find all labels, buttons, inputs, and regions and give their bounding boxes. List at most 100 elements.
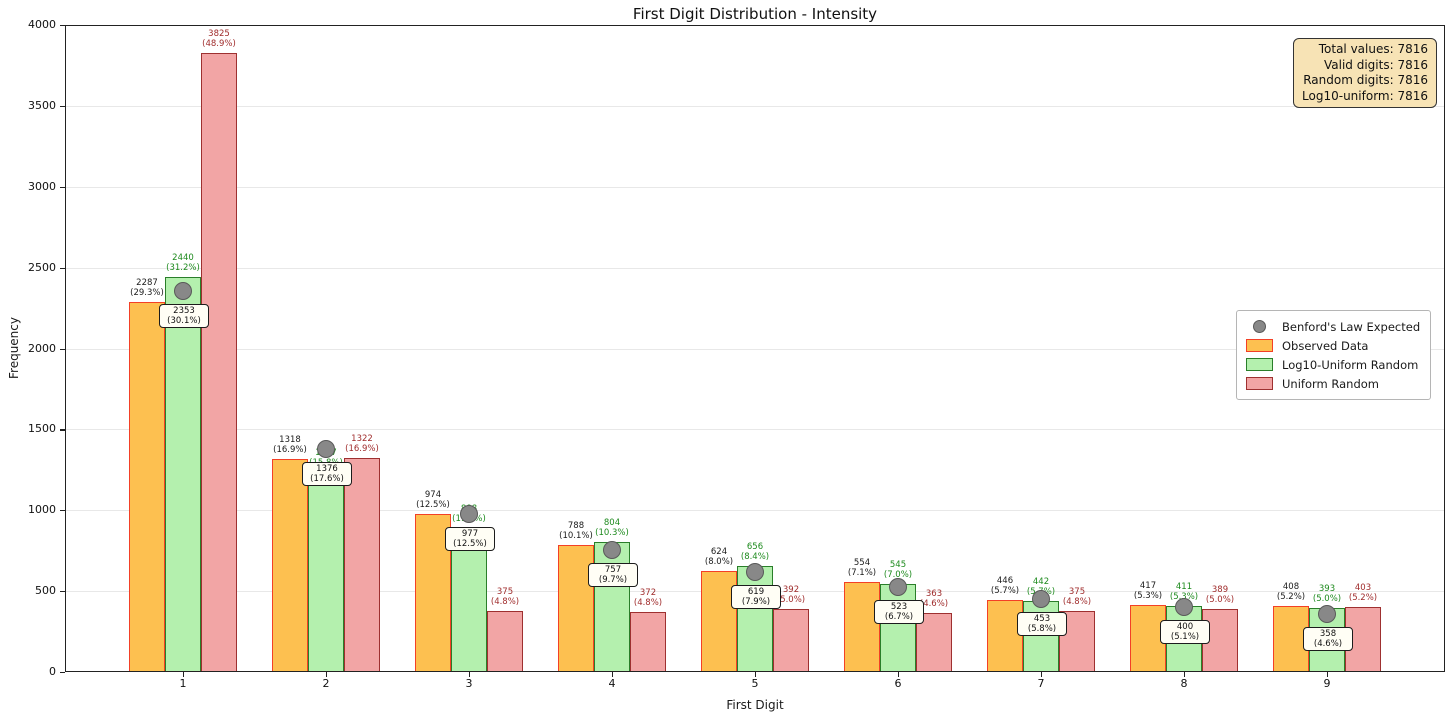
x-tick-label: 2 [322,677,330,690]
bar-value-label: 392 (5.0%) [776,584,806,605]
y-tick-mark [60,429,65,431]
bar-value-label: 375 (4.8%) [490,587,520,608]
x-tick-label: 4 [608,677,616,690]
bar-value-label: 804 (10.3%) [595,517,629,538]
legend-item-observed: Observed Data [1245,336,1420,355]
benford-expected-dot [1175,598,1193,617]
y-tick-mark [60,348,65,350]
y-tick-mark [60,510,65,512]
bar-value-label: 2440 (31.2%) [166,253,200,274]
x-tick-mark [898,672,900,677]
benford-expected-label: 619 (7.9%) [731,584,781,609]
y-tick-label: 0 [49,665,56,678]
x-tick-label: 7 [1037,677,1045,690]
pink-swatch-icon [1245,377,1273,390]
bar-value-label: 624 (8.0%) [704,547,734,568]
bar-value-label: 417 (5.3%) [1133,580,1163,601]
benford-expected-label: 358 (4.6%) [1303,627,1353,652]
benford-expected-dot [460,504,478,523]
gray-circle-icon [1252,320,1266,333]
benford-expected-label: 977 (12.5%) [445,526,495,551]
grid-line [65,348,1445,350]
bar-value-label: 408 (5.2%) [1276,582,1306,602]
y-tick-label: 1500 [28,422,56,436]
x-axis-label: First Digit [726,698,784,712]
grid-line [65,186,1445,188]
bar-uniform-random [201,53,237,672]
bar-value-label: 656 (8.4%) [740,541,770,562]
x-tick-label: 1 [179,677,187,690]
bar-uniform-random [630,611,666,672]
grid-line [65,267,1445,269]
y-tick-label: 2000 [28,341,56,355]
x-tick-label: 6 [894,677,902,690]
y-tick-label: 4000 [28,18,56,31]
bar-uniform-random [344,458,380,672]
grid-line [65,105,1445,107]
plot-area: 2287 (29.3%) 1318 (16.9%) 974 (12.5%) 788 (10.1… [65,25,1445,672]
benford-expected-label: 2353 (30.1%) [159,304,209,329]
bar-log10-uniform-random [737,565,773,672]
chart-title: First Digit Distribution - Intensity [632,5,878,23]
x-tick-mark [1041,672,1043,677]
bar-value-label: 974 (12.5%) [416,490,450,511]
y-tick-label: 3000 [28,179,56,193]
bar-value-label: 1322 (16.9%) [345,434,379,455]
x-tick-mark [469,672,471,677]
bar-value-label: 554 (7.1%) [847,558,877,579]
bar-log10-uniform-random [451,528,487,672]
green-swatch-icon [1245,358,1273,371]
benford-expected-dot [1318,605,1336,624]
x-tick-mark [326,672,328,677]
bar-value-label: 375 (4.8%) [1062,587,1092,608]
x-tick-mark [755,672,757,677]
legend-item-benford: Benford's Law Expected [1245,317,1420,336]
benford-expected-label: 757 (9.7%) [588,562,638,587]
y-tick-mark [60,591,65,593]
x-tick-mark [612,672,614,677]
x-tick-label: 9 [1323,677,1331,690]
benford-expected-label: 523 (6.7%) [874,600,924,625]
legend-label: Benford's Law Expected [1282,319,1421,334]
benford-expected-dot [317,440,335,459]
bar-value-label: 545 (7.0%) [883,559,913,580]
bar-value-label: 393 (5.0%) [1312,584,1342,605]
bar-value-label: 363 (4.6%) [919,589,949,610]
benford-expected-dot [174,282,192,301]
y-tick-mark [60,186,65,188]
legend-item-log10: Log10-Uniform Random [1245,355,1420,374]
y-tick-mark [60,105,65,108]
y-tick-mark [60,267,65,269]
y-tick-label: 3500 [28,98,56,112]
legend-label: Log10-Uniform Random [1282,357,1419,372]
y-tick-label: 2500 [28,260,56,274]
y-tick-mark [60,672,65,674]
x-tick-label: 3 [465,677,473,690]
x-tick-mark [1184,672,1186,677]
x-tick-mark [183,672,185,677]
y-tick-label: 500 [35,584,56,598]
stats-line-valid: Valid digits: 7816 [1324,57,1428,72]
bar-log10-uniform-random [880,583,916,672]
legend: Benford's Law Expected Observed Data Log… [1236,310,1432,400]
benford-expected-label: 453 (5.8%) [1017,611,1067,636]
bar-uniform-random [487,611,523,672]
stats-line-log10: Log10-uniform: 7816 [1302,88,1428,103]
stats-line-random: Random digits: 7816 [1303,73,1428,87]
legend-item-uniform: Uniform Random [1245,374,1420,393]
x-tick-label: 5 [751,677,759,690]
benford-expected-label: 1376 (17.6%) [302,462,352,487]
bar-observed-data [272,458,308,672]
legend-label: Uniform Random [1282,376,1379,391]
y-tick-mark [60,25,65,27]
bar-value-label: 403 (5.2%) [1348,582,1378,603]
bar-value-label: 411 (5.3%) [1169,581,1199,602]
grid-line [65,429,1445,431]
benford-expected-dot [746,562,764,581]
benford-expected-label: 400 (5.1%) [1160,620,1210,645]
bar-observed-data [844,582,880,672]
y-tick-label: 1000 [28,503,56,517]
legend-label: Observed Data [1282,338,1369,353]
bar-value-label: 389 (5.0%) [1205,585,1235,606]
